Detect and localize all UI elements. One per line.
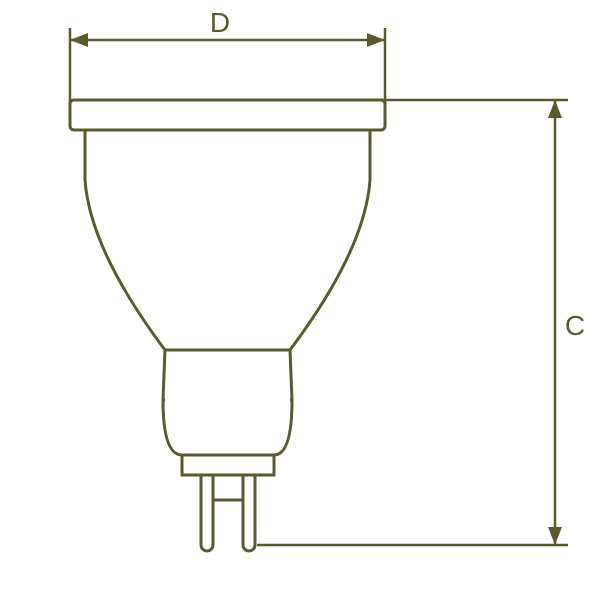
dimension-label-D: D	[210, 7, 230, 38]
dimension-label-C: C	[565, 310, 585, 341]
